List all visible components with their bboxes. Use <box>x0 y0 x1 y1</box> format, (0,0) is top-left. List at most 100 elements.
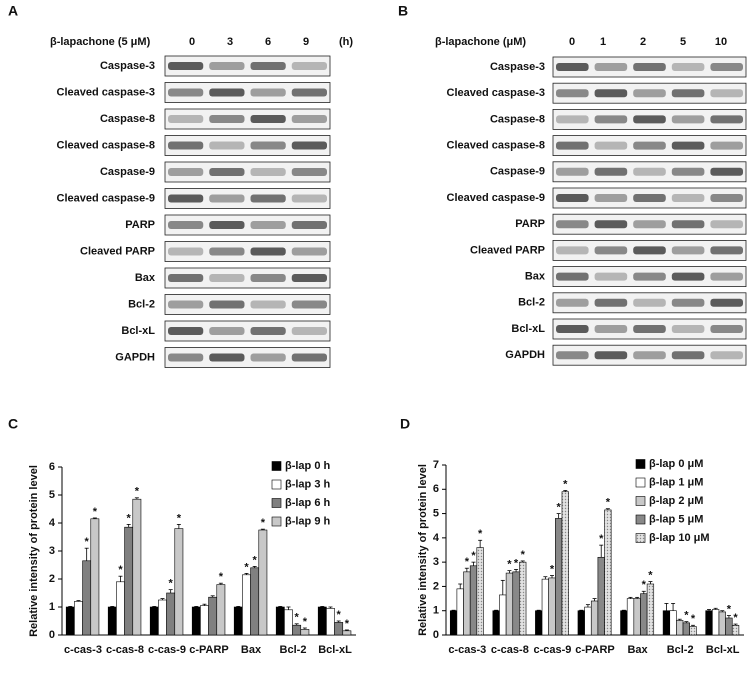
blot-strip <box>164 188 331 209</box>
protein-label: Bcl-xL <box>511 323 545 335</box>
blot-band <box>671 115 705 124</box>
blot-band <box>209 221 245 229</box>
significance-mark: * <box>118 564 123 576</box>
blot-strip <box>164 108 331 130</box>
bar <box>590 600 599 636</box>
panel-label: A <box>8 3 18 19</box>
significance-mark: * <box>478 528 483 540</box>
y-tick-label: 7 <box>433 459 439 471</box>
blot-band <box>633 351 666 360</box>
blot-band <box>168 247 204 256</box>
blot-band <box>710 115 743 124</box>
bar <box>499 594 507 636</box>
blot-band <box>594 272 628 281</box>
protein-label: GAPDH <box>115 351 155 363</box>
blot-strip <box>164 267 331 289</box>
significance-mark: * <box>169 578 174 590</box>
dose-label: 2 <box>640 36 646 48</box>
blot-band <box>633 246 666 255</box>
protein-label: Cleaved PARP <box>80 245 155 257</box>
dose-label: 10 <box>715 36 727 48</box>
blot-strip <box>164 55 331 77</box>
blot-band <box>250 168 286 176</box>
y-axis-label: Relative intensity of protein level <box>28 465 40 637</box>
protein-label: Caspase-9 <box>490 166 545 178</box>
blot-band <box>291 62 327 70</box>
blot-band <box>291 141 327 150</box>
blot-band <box>594 89 628 98</box>
bar <box>132 498 142 636</box>
bar <box>65 606 75 636</box>
blot-band <box>633 89 666 98</box>
legend-label: β-lap 5 μM <box>649 513 703 525</box>
legend-label: β-lap 3 h <box>285 478 331 490</box>
blot-band <box>209 88 245 97</box>
panel-label: D <box>400 416 410 432</box>
blot-band <box>209 353 245 362</box>
legend-label: β-lap 6 h <box>285 497 331 509</box>
blot-band <box>556 89 589 98</box>
blot-band <box>556 351 589 360</box>
blot-band <box>594 141 628 150</box>
blot-band <box>710 89 743 98</box>
blot-band <box>556 325 589 333</box>
blot-band <box>250 194 286 203</box>
blot-band <box>556 167 589 176</box>
blot-band <box>168 88 204 97</box>
bar <box>492 610 500 636</box>
significance-mark: * <box>93 506 98 518</box>
blot-band <box>556 272 589 281</box>
panel-label: B <box>398 3 408 19</box>
legend-swatch <box>271 479 282 490</box>
bar <box>640 593 648 636</box>
protein-label: GAPDH <box>505 349 545 361</box>
blot-band <box>671 246 705 255</box>
x-tick-label: Bcl-2 <box>280 644 307 656</box>
significance-mark: * <box>727 603 732 615</box>
blot-band <box>594 325 628 333</box>
bar <box>731 624 740 636</box>
blot-band <box>594 63 628 71</box>
legend-label: β-lap 0 μM <box>649 458 703 470</box>
bar <box>449 610 458 636</box>
blot-band <box>556 115 589 124</box>
blot-strip <box>164 161 331 183</box>
bar <box>158 599 167 636</box>
significance-mark: * <box>684 610 689 622</box>
dose-label: 3 <box>227 36 233 48</box>
protein-label: Caspase-3 <box>490 61 545 73</box>
blot-band <box>633 63 666 71</box>
bar <box>334 622 344 636</box>
blot-band <box>291 168 327 176</box>
significance-mark: * <box>471 550 476 562</box>
legend-swatch <box>635 514 646 525</box>
significance-mark: * <box>563 478 568 490</box>
legend-swatch <box>271 461 282 471</box>
bar <box>604 509 612 636</box>
treatment-label: β-lapachone (5 μM) <box>50 36 151 48</box>
blot-strip <box>164 294 331 315</box>
blot-band <box>168 62 204 70</box>
significance-mark: * <box>599 533 604 545</box>
bar <box>476 547 484 636</box>
blot-band <box>633 141 666 150</box>
blot-band <box>250 62 286 70</box>
blot-band <box>556 298 589 307</box>
blot-strip <box>164 214 331 236</box>
x-tick-label: c-PARP <box>575 644 615 656</box>
protein-label: Cleaved PARP <box>470 244 545 256</box>
bar <box>662 610 671 636</box>
bar <box>689 626 697 636</box>
y-tick-label: 3 <box>433 556 439 568</box>
blot-band <box>209 327 245 335</box>
bar <box>258 529 268 636</box>
blot-band <box>710 141 743 150</box>
blot-band <box>556 141 589 150</box>
bar <box>116 581 125 636</box>
protein-label: Cleaved caspase-3 <box>447 87 545 99</box>
significance-mark: * <box>127 512 132 524</box>
significance-mark: * <box>465 556 470 568</box>
blot-band <box>556 63 589 71</box>
bar <box>342 630 352 636</box>
significance-mark: * <box>521 549 526 561</box>
